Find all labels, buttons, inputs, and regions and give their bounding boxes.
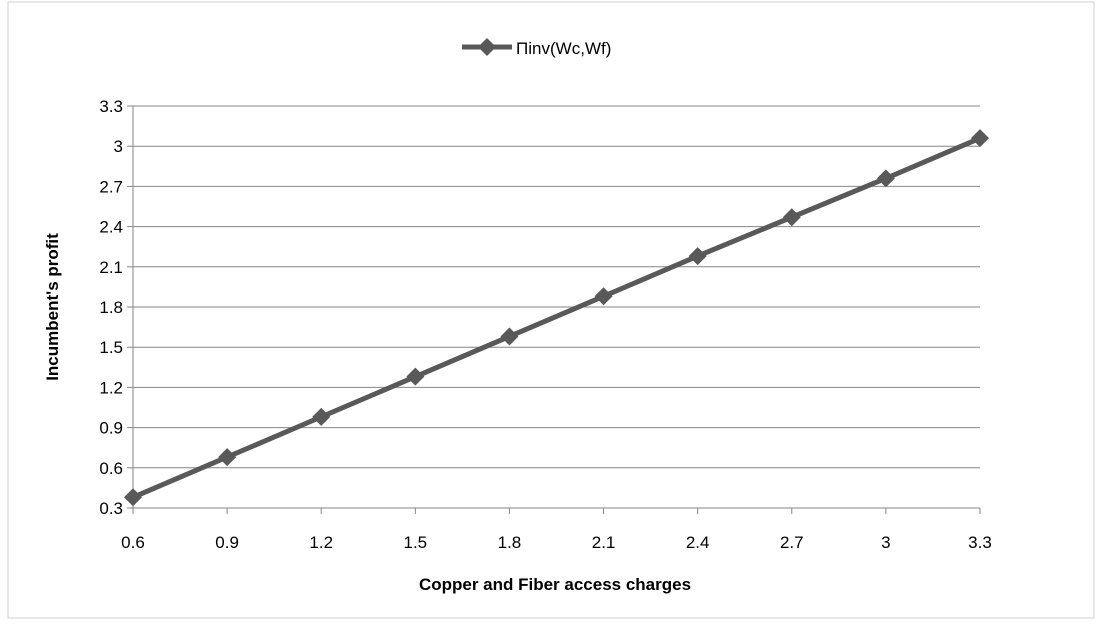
x-axis-title: Copper and Fiber access charges [419,575,691,594]
legend-diamond-marker [478,38,496,56]
data-point-marker [406,367,425,386]
y-tick-label: 1.2 [99,378,123,397]
axes [127,105,981,514]
x-tick-label: 2.1 [592,533,616,552]
legend: Πinv(Wc,Wf) [462,38,611,58]
grid-lines [133,105,980,469]
x-tick-label: 1.2 [309,533,333,552]
x-tick-label: 0.9 [215,533,239,552]
y-tick-label: 0.6 [99,459,123,478]
series-layer [124,129,989,507]
data-point-marker [500,327,519,346]
x-tick-label: 3.3 [968,533,992,552]
x-tick-labels: 0.6 0.9 1.2 1.5 1.8 2.1 2.4 2.7 3 3.3 [121,533,992,552]
x-tick-label: 1.8 [498,533,522,552]
series-line [132,135,981,500]
x-tick-label: 1.5 [404,533,428,552]
data-point-marker [782,208,801,227]
y-tick-label: 2.4 [99,218,123,237]
y-tick-label: 1.8 [99,298,123,317]
y-tick-label: 3 [114,137,123,156]
data-point-marker [218,448,237,467]
y-tick-label: 1.5 [99,338,123,357]
legend-label: Πinv(Wc,Wf) [516,39,611,58]
x-tick-label: 3 [881,533,890,552]
y-tick-label: 3.3 [99,97,123,116]
data-point-marker [688,247,707,266]
data-point-marker [594,287,613,306]
chart-frame [7,1,1095,619]
data-point-marker [876,169,895,188]
y-tick-label: 0.9 [99,419,123,438]
data-point-marker [124,488,142,507]
data-point-marker [971,129,989,148]
y-tick-label: 2.7 [99,177,123,196]
x-tick-label: 2.4 [686,533,710,552]
y-axis-title: Incumbent's profit [43,233,62,381]
y-tick-label: 0.3 [99,499,123,518]
y-tick-labels: 0.3 0.6 0.9 1.2 1.5 1.8 2.1 2.4 2.7 3 3.3 [99,97,123,518]
x-tick-label: 0.6 [121,533,145,552]
x-tick-label: 2.7 [780,533,804,552]
data-point-marker [312,407,331,426]
y-tick-label: 2.1 [99,258,123,277]
